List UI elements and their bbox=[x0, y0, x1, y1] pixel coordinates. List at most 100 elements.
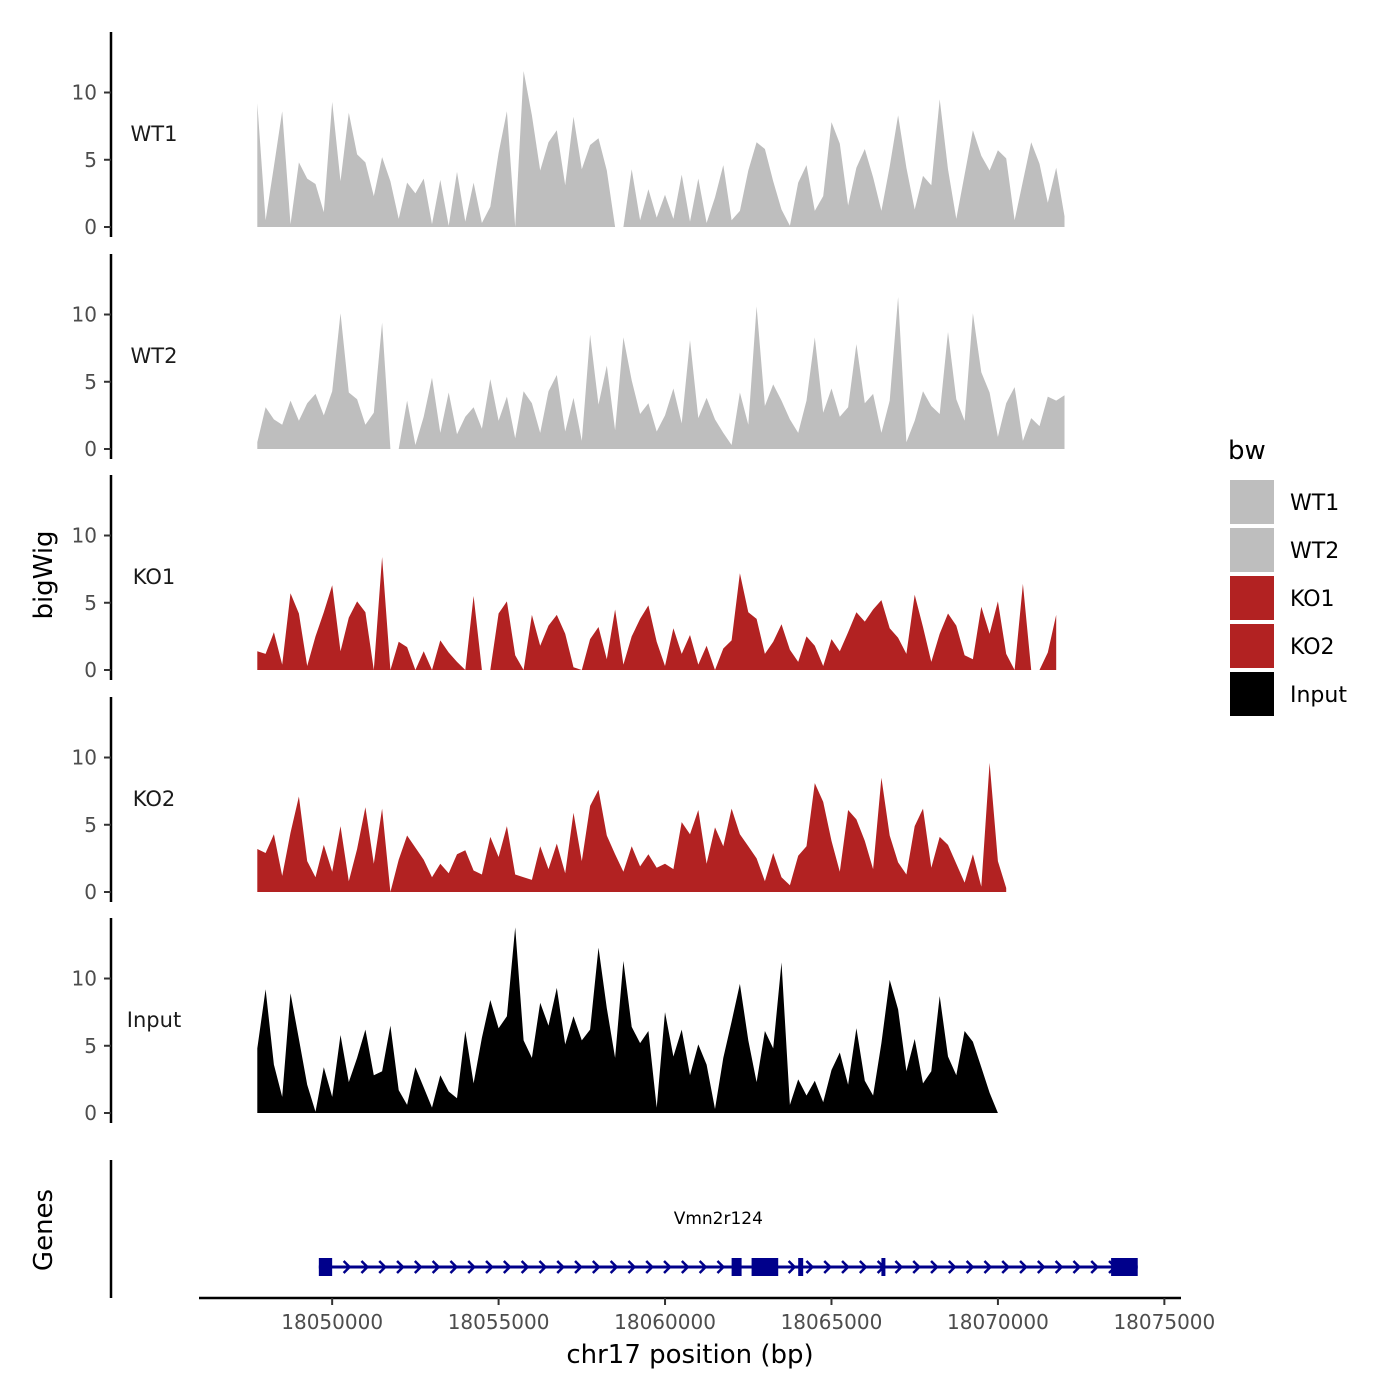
strand-arrow bbox=[680, 1260, 690, 1274]
strand-arrow bbox=[574, 1260, 583, 1274]
y-tick-label: 10 bbox=[72, 746, 97, 770]
y-tick-label: 5 bbox=[84, 370, 97, 394]
track-label: Input bbox=[127, 1008, 181, 1032]
genes-panel: Vmn2r124 bbox=[109, 1160, 1138, 1298]
strand-arrow bbox=[805, 1260, 815, 1274]
legend: bw WT1 WT2 KO1 KO2 Input bbox=[1228, 436, 1347, 716]
x-axis-title: chr17 position (bp) bbox=[566, 1340, 813, 1370]
y-tick-label: 0 bbox=[84, 658, 97, 682]
legend-label: KO2 bbox=[1290, 635, 1335, 660]
strand-arrow bbox=[1054, 1260, 1064, 1274]
legend-label: Input bbox=[1290, 683, 1347, 708]
legend-label: WT1 bbox=[1290, 491, 1339, 516]
strand-arrow bbox=[1090, 1260, 1100, 1274]
strand-arrow bbox=[663, 1260, 672, 1274]
legend-item-ko2: KO2 bbox=[1230, 624, 1335, 668]
y-tick-label: 0 bbox=[84, 437, 97, 461]
track-wt1: 0 5 10 WT1 bbox=[72, 32, 1065, 239]
legend-label: WT2 bbox=[1290, 539, 1339, 564]
x-tick-label: 18060000 bbox=[614, 1310, 716, 1334]
strand-arrow bbox=[538, 1260, 548, 1274]
strand-arrow bbox=[342, 1260, 352, 1274]
gene-model bbox=[318, 1258, 1138, 1276]
y-tick-label: 5 bbox=[84, 591, 97, 615]
strand-arrow bbox=[947, 1260, 957, 1274]
exon-block bbox=[751, 1258, 779, 1276]
x-tick-label: 18055000 bbox=[448, 1310, 550, 1334]
strand-arrow bbox=[378, 1260, 388, 1274]
track-ko1: 0 5 10 KO1 bbox=[72, 475, 1057, 682]
y-tick-label: 0 bbox=[84, 880, 97, 904]
legend-swatch bbox=[1230, 624, 1274, 668]
legend-items: WT1 WT2 KO1 KO2 Input bbox=[1230, 480, 1347, 716]
exon-block bbox=[798, 1258, 804, 1276]
legend-swatch bbox=[1230, 672, 1274, 716]
y-tick-label: 10 bbox=[72, 81, 97, 105]
track-label: KO2 bbox=[133, 787, 176, 811]
strand-arrow bbox=[787, 1260, 797, 1274]
strand-arrow bbox=[1019, 1260, 1028, 1274]
strand-arrow bbox=[556, 1260, 566, 1274]
strand-arrow bbox=[912, 1260, 922, 1274]
signal-area-ko1 bbox=[257, 557, 1057, 670]
strand-arrow bbox=[627, 1260, 637, 1274]
x-tick-label: 18070000 bbox=[947, 1310, 1049, 1334]
track-ko2: 0 5 10 KO2 bbox=[72, 697, 1007, 904]
y-tick-label: 0 bbox=[84, 1101, 97, 1125]
strand-arrow bbox=[1001, 1260, 1011, 1274]
y-tick-label: 5 bbox=[84, 148, 97, 172]
strand-arrow bbox=[716, 1260, 726, 1274]
x-tick-label: 18050000 bbox=[281, 1310, 383, 1334]
legend-item-input: Input bbox=[1230, 672, 1347, 716]
track-label: WT2 bbox=[131, 344, 178, 368]
strand-arrow bbox=[983, 1260, 993, 1274]
strand-arrow bbox=[413, 1260, 423, 1274]
track-wt2: 0 5 10 WT2 bbox=[72, 254, 1065, 461]
exon-block bbox=[731, 1258, 742, 1276]
y-tick-label: 5 bbox=[84, 813, 97, 837]
gene-name-label: Vmn2r124 bbox=[674, 1209, 763, 1229]
exon-block bbox=[881, 1258, 886, 1276]
strand-arrow bbox=[823, 1260, 833, 1274]
track-input: 0 5 10 Input bbox=[72, 918, 998, 1125]
signal-area-wt2 bbox=[257, 297, 1065, 449]
y-tick-label: 10 bbox=[72, 303, 97, 327]
strand-arrow bbox=[485, 1260, 494, 1274]
legend-swatch bbox=[1230, 480, 1274, 524]
signal-area-wt1 bbox=[257, 71, 1065, 227]
legend-item-ko1: KO1 bbox=[1230, 576, 1335, 620]
strand-arrow bbox=[520, 1260, 530, 1274]
exon-block bbox=[318, 1258, 333, 1276]
signal-tracks: 0 5 10 WT1 0 5 10 WT2 0 5 10 KO1 0 5 10 KO2 0 5 10 Input bbox=[72, 32, 1065, 1125]
y-axis-title: bigWig bbox=[29, 530, 59, 619]
legend-swatch bbox=[1230, 576, 1274, 620]
strand-arrow bbox=[609, 1260, 619, 1274]
signal-area-ko2 bbox=[257, 762, 1007, 892]
legend-item-wt2: WT2 bbox=[1230, 528, 1339, 572]
track-label: KO1 bbox=[133, 565, 176, 589]
strand-arrow bbox=[965, 1260, 975, 1274]
legend-title: bw bbox=[1228, 436, 1266, 466]
signal-area-input bbox=[257, 927, 998, 1113]
strand-arrow bbox=[431, 1260, 441, 1274]
strand-arrow bbox=[396, 1260, 405, 1274]
x-tick-label: 18075000 bbox=[1113, 1310, 1215, 1334]
strand-arrow bbox=[841, 1260, 850, 1274]
strand-arrow bbox=[360, 1260, 370, 1274]
legend-item-wt1: WT1 bbox=[1230, 480, 1339, 524]
strand-arrow bbox=[698, 1260, 708, 1274]
y-tick-label: 5 bbox=[84, 1034, 97, 1058]
x-tick-label: 18065000 bbox=[781, 1310, 883, 1334]
y-tick-label: 10 bbox=[72, 967, 97, 991]
x-axis: 18050000 18055000 18060000 18065000 18070000… bbox=[199, 1296, 1215, 1370]
strand-arrow bbox=[858, 1260, 868, 1274]
strand-arrow bbox=[1036, 1260, 1046, 1274]
strand-arrow bbox=[894, 1260, 904, 1274]
strand-arrow bbox=[467, 1260, 477, 1274]
strand-arrow bbox=[1072, 1260, 1082, 1274]
y-tick-label: 0 bbox=[84, 215, 97, 239]
genes-axis-title: Genes bbox=[29, 1189, 59, 1271]
x-axis-ticks: 18050000 18055000 18060000 18065000 18070000… bbox=[281, 1298, 1215, 1334]
y-tick-label: 10 bbox=[72, 524, 97, 548]
